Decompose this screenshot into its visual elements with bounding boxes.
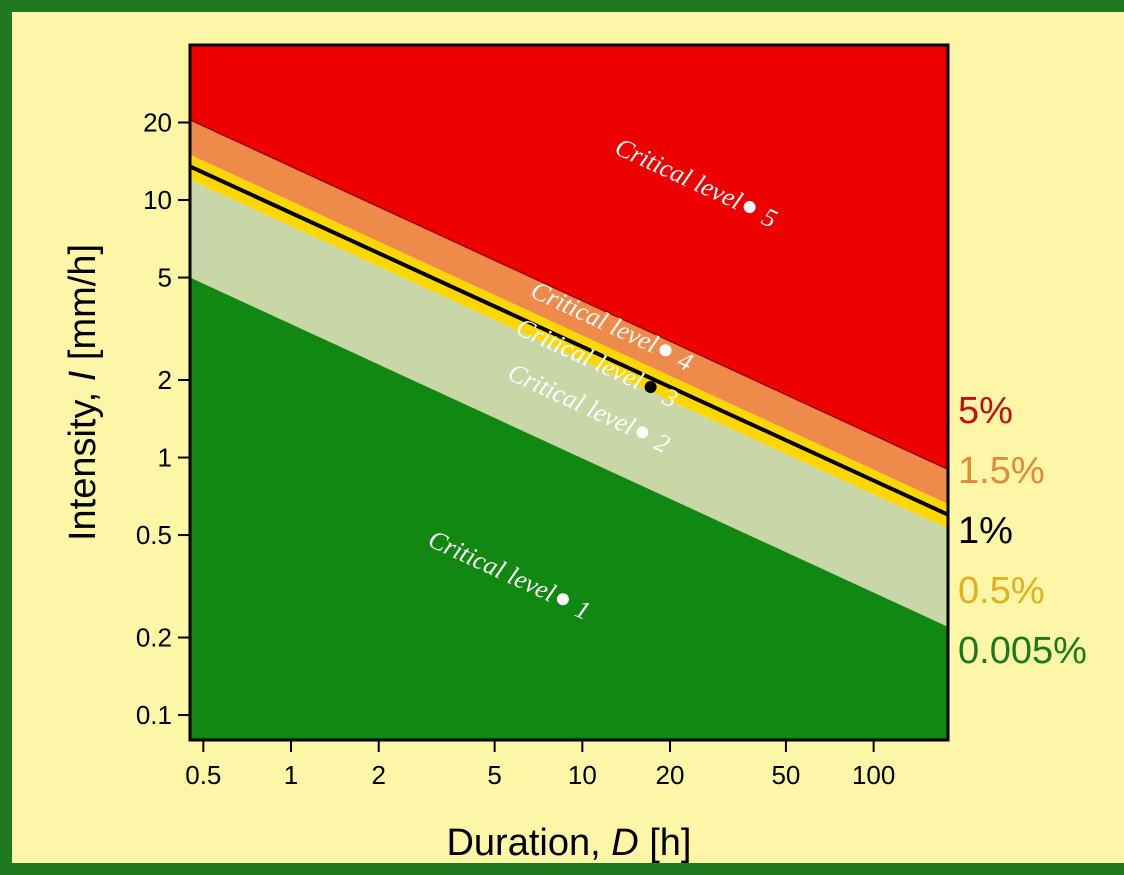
- zone-marker-dot: [743, 201, 756, 214]
- zone-marker-dot: [659, 344, 672, 357]
- threshold-1-line: [189, 164, 949, 517]
- y-tick-label: 2: [158, 365, 172, 395]
- y-tick-label: 0.1: [136, 700, 172, 730]
- zone-marker-dot: [556, 593, 569, 606]
- zone-marker-dot: [636, 426, 649, 439]
- y-tick-label: 0.5: [136, 520, 172, 550]
- y-axis-title: Intensity, I [mm/h]: [62, 244, 104, 541]
- plot-border: [188, 43, 950, 742]
- y-tick-label: 0.2: [136, 623, 172, 653]
- x-tick-label: 2: [371, 760, 385, 790]
- y-tick-label: 5: [158, 263, 172, 293]
- region-level-4: [190, 119, 948, 505]
- y-tick-label: 20: [143, 108, 172, 138]
- threshold-5-edge: [189, 119, 949, 471]
- x-tick-label: 50: [771, 760, 800, 790]
- region-level-2: [190, 179, 948, 627]
- x-tick-label: 0.5: [185, 760, 221, 790]
- threshold-label: 0.5%: [958, 570, 1045, 612]
- x-tick-label: 20: [656, 760, 685, 790]
- x-axis-title: Duration, D [h]: [446, 822, 691, 864]
- zone-marker-dot: [644, 381, 657, 394]
- y-tick-label: 10: [143, 185, 172, 215]
- x-tick-label: 100: [852, 760, 895, 790]
- y-tick-label: 1: [158, 443, 172, 473]
- threshold-label: 5%: [958, 390, 1013, 432]
- threshold-label: 1.5%: [958, 450, 1045, 492]
- threshold-label: 1%: [958, 510, 1013, 552]
- region-level-5: [190, 45, 948, 470]
- threshold-label: 0.005%: [958, 630, 1087, 672]
- region-level-1: [190, 277, 948, 740]
- x-tick-label: 5: [487, 760, 501, 790]
- x-tick-label: 1: [284, 760, 298, 790]
- x-tick-label: 10: [568, 760, 597, 790]
